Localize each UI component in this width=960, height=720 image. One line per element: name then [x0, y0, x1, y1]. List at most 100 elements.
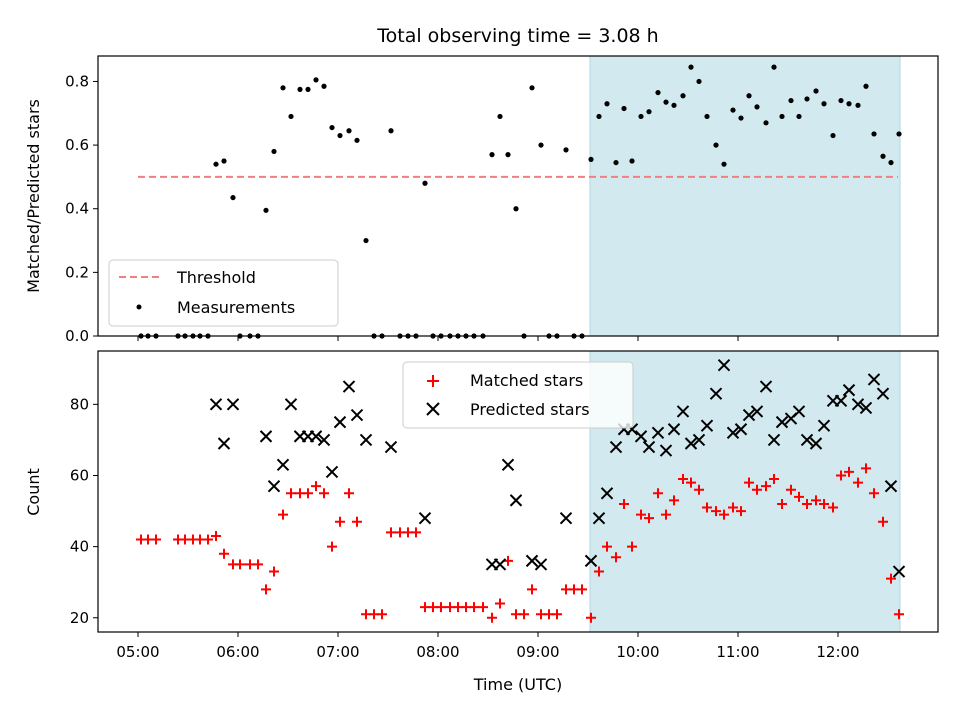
predicted-point-56	[834, 394, 848, 408]
matched-point-10	[219, 548, 229, 559]
matched-point-23	[327, 541, 337, 552]
predicted-point-46	[750, 405, 764, 418]
matched-point-33	[411, 527, 421, 538]
matched-point-15	[261, 584, 271, 595]
matched-point-68	[702, 502, 712, 513]
measurement-point-21	[313, 77, 319, 83]
ratio-y-tick-label-1: 0.2	[65, 263, 89, 281]
measurement-point-73	[746, 93, 752, 99]
predicted-point-2	[217, 437, 231, 450]
predicted-point-5	[267, 479, 281, 493]
ratio-y-tick-label-0: 0.0	[65, 327, 89, 345]
matched-point-9	[211, 530, 221, 541]
count-y-tick-label-0: 20	[70, 609, 89, 627]
measurement-point-91	[896, 131, 902, 137]
count-panel: 20 40 60 80 05:00 06:00 07:00 08:00 09:00 10:00 11…	[70, 350, 939, 661]
predicted-point-27	[592, 511, 606, 525]
matched-point-12	[235, 559, 245, 570]
matched-legend-swatch	[427, 375, 439, 387]
matched-point-54	[586, 612, 596, 623]
measurement-point-11	[230, 194, 236, 201]
matched-point-91	[894, 609, 904, 620]
ratio-highlight-span	[589, 55, 901, 337]
matched-point-21	[311, 481, 321, 492]
matched-point-84	[836, 470, 846, 481]
predicted-point-7	[284, 398, 298, 411]
matched-point-20	[303, 488, 313, 499]
chart-title: Total observing time = 3.08 h	[376, 25, 658, 47]
measurement-point-78	[788, 97, 794, 104]
predicted-point-44	[734, 423, 748, 436]
predicted-point-24	[534, 558, 548, 571]
count-y-axis-label: Count	[24, 468, 43, 516]
measurement-point-83	[830, 132, 836, 139]
predicted-point-32	[634, 430, 648, 443]
predicted-point-13	[333, 415, 347, 429]
x-tick-label-5: 10:00	[616, 643, 659, 661]
predicted-point-40	[700, 419, 714, 432]
measurement-point-30	[388, 128, 394, 134]
matched-point-43	[495, 598, 505, 609]
measurement-point-47	[529, 85, 535, 91]
predicted-point-15	[350, 408, 364, 422]
measurement-point-15	[263, 207, 269, 213]
matched-point-53	[577, 584, 587, 595]
measurement-point-55	[596, 113, 602, 120]
predicted-point-20	[493, 558, 507, 571]
predicted-point-59	[859, 401, 873, 415]
predicted-point-53	[809, 437, 823, 450]
predicted-point-52	[800, 433, 814, 447]
matched-point-8	[203, 534, 213, 545]
matched-legend-label: Matched stars	[470, 371, 583, 390]
predicted-point-38	[684, 437, 698, 450]
measurement-point-59	[629, 158, 635, 164]
predicted-point-51	[792, 405, 806, 418]
ratio-axes-frame	[97, 55, 939, 337]
measurement-point-84	[838, 97, 844, 104]
predicted-point-29	[609, 440, 623, 454]
measurement-point-43	[497, 113, 503, 120]
predicted-point-49	[775, 415, 789, 429]
measurement-point-65	[680, 93, 686, 99]
predicted-point-37	[676, 405, 690, 418]
matched-point-74	[752, 484, 762, 495]
ratio-legend: Threshold Measurements	[108, 259, 339, 327]
matched-point-24	[335, 516, 345, 527]
measurement-point-67	[696, 78, 702, 85]
ratio-y-axis-label: Matched/Predicted stars	[24, 99, 43, 293]
matched-point-82	[819, 498, 829, 509]
predicted-point-28	[600, 487, 614, 500]
measurement-point-48	[538, 142, 544, 148]
predicted-point-58	[851, 398, 865, 411]
measurement-point-51	[563, 147, 569, 153]
matched-point-71	[728, 502, 738, 513]
predicted-point-60	[867, 373, 881, 386]
x-tick-label-1: 06:00	[216, 643, 259, 661]
matched-point-40	[469, 602, 479, 613]
matched-point-73	[744, 477, 754, 488]
measurements-legend-swatch	[136, 304, 142, 310]
predicted-point-14	[342, 380, 356, 393]
measurement-point-27	[363, 237, 369, 244]
count-highlight-span	[589, 350, 901, 633]
count-series-1	[136, 463, 904, 623]
predicted-point-23	[525, 554, 539, 568]
measurement-point-69	[713, 142, 719, 148]
measurement-point-76	[771, 64, 777, 70]
predicted-point-35	[659, 444, 673, 457]
matched-point-16	[269, 566, 279, 577]
predicted-point-3	[226, 398, 240, 411]
matched-point-63	[661, 509, 671, 520]
predicted-point-18	[418, 511, 432, 525]
matched-point-78	[786, 484, 796, 495]
matched-point-46	[519, 609, 529, 620]
count-x-axis-label: Time (UTC)	[473, 675, 562, 694]
predicted-point-16	[359, 433, 373, 447]
predicted-point-43	[726, 426, 740, 440]
measurement-point-25	[346, 128, 352, 134]
measurement-point-24	[337, 132, 343, 139]
predicted-point-63	[892, 565, 906, 578]
x-tick-label-3: 08:00	[416, 643, 459, 661]
matched-point-60	[636, 509, 646, 520]
